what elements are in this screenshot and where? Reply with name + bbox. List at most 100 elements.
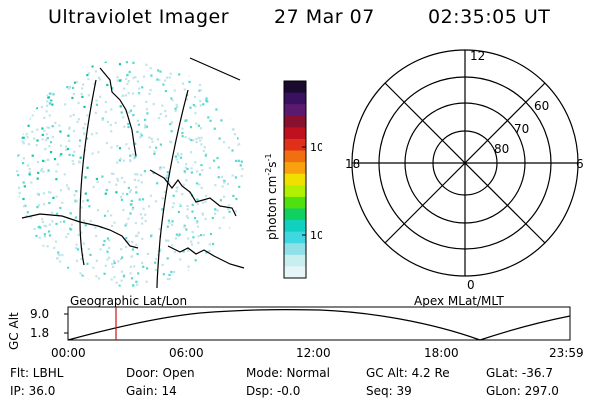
uv-speckle — [40, 168, 44, 171]
altitude-ylabel: GC Alt — [7, 312, 21, 350]
uv-speckle — [48, 126, 51, 129]
uv-speckle — [113, 261, 116, 264]
uv-speckle — [69, 212, 72, 215]
uv-speckle — [161, 208, 164, 211]
uv-speckle — [121, 256, 124, 259]
uv-speckle — [161, 263, 164, 266]
uv-speckle — [129, 109, 132, 112]
uv-speckle — [48, 92, 51, 95]
uv-speckle — [162, 83, 165, 86]
uv-speckle — [103, 240, 106, 243]
uv-speckle — [49, 100, 52, 104]
uv-speckle — [195, 221, 198, 224]
uv-speckle — [108, 239, 111, 242]
uv-speckle — [171, 99, 174, 102]
uv-speckle — [21, 280, 24, 283]
uv-speckle — [106, 83, 109, 87]
uv-speckle — [177, 154, 180, 157]
uv-speckle — [31, 154, 34, 157]
uv-speckle — [199, 71, 202, 75]
uv-speckle — [31, 114, 34, 117]
uv-speckle — [37, 278, 40, 281]
uv-speckle — [226, 99, 229, 102]
coastline-south — [21, 213, 139, 249]
uv-speckle — [165, 177, 168, 180]
uv-speckle — [75, 80, 78, 83]
uv-speckle — [118, 63, 122, 66]
uv-speckle — [39, 226, 42, 229]
uv-speckle — [227, 182, 230, 186]
uv-speckle — [94, 226, 97, 229]
uv-speckle — [201, 72, 204, 75]
uv-speckle — [227, 70, 230, 73]
uv-speckle — [64, 103, 67, 106]
uv-speckle — [42, 244, 45, 247]
uv-speckle — [91, 65, 94, 68]
uv-speckle — [57, 275, 60, 278]
uv-speckle — [156, 138, 160, 141]
uv-speckle — [37, 171, 40, 174]
uv-speckle — [73, 194, 76, 197]
uv-speckle — [87, 94, 90, 97]
uv-speckle — [132, 286, 135, 287]
uv-speckle — [132, 76, 135, 80]
colorbar-frame — [283, 80, 307, 279]
uv-speckle — [19, 239, 22, 242]
uv-speckle — [157, 117, 161, 120]
uv-speckle — [99, 78, 102, 81]
uv-speckle — [127, 217, 130, 220]
uv-speckle — [97, 151, 100, 154]
uv-speckle — [131, 92, 134, 95]
uv-speckle — [243, 109, 244, 112]
uv-speckle — [111, 262, 114, 266]
uv-speckle — [89, 219, 92, 223]
uv-speckle — [29, 69, 32, 72]
uv-speckle — [209, 232, 213, 236]
uv-speckle — [68, 63, 71, 66]
uv-speckle — [45, 93, 48, 97]
uv-speckle — [175, 158, 178, 161]
uv-speckle — [115, 191, 118, 194]
uv-speckle — [181, 131, 184, 135]
uv-speckle — [48, 102, 51, 105]
uv-speckle — [120, 270, 123, 273]
uv-speckle — [87, 247, 90, 251]
uv-speckle — [66, 266, 70, 269]
uv-speckle — [101, 175, 104, 178]
uv-speckle — [146, 112, 149, 115]
uv-speckle — [48, 191, 51, 194]
uv-speckle — [25, 214, 28, 218]
uv-speckle — [148, 146, 151, 149]
uv-speckle — [67, 134, 70, 137]
uv-speckle — [103, 272, 106, 275]
uv-speckle — [235, 159, 238, 162]
uv-speckle — [30, 65, 33, 68]
uv-speckle — [50, 99, 53, 102]
uv-speckle — [131, 248, 134, 251]
uv-speckle — [208, 166, 211, 170]
mlat-label-80: 80 — [494, 142, 509, 156]
uv-speckle — [122, 116, 125, 119]
uv-speckle — [22, 197, 25, 201]
uv-speckle — [80, 92, 83, 96]
uv-speckle — [120, 198, 123, 201]
uv-speckle — [88, 205, 91, 208]
uv-speckle — [120, 111, 123, 114]
uv-speckle — [55, 222, 58, 225]
uv-speckle — [86, 137, 89, 140]
uv-speckle — [54, 121, 57, 124]
uv-speckle — [235, 197, 238, 201]
uv-speckle — [163, 190, 167, 193]
uv-speckle — [61, 201, 64, 204]
uv-speckle — [222, 216, 225, 219]
uv-speckle — [229, 252, 232, 256]
colorbar-band — [284, 92, 306, 105]
uv-speckle — [120, 257, 123, 261]
uv-speckle — [95, 259, 98, 262]
uv-speckle — [150, 233, 153, 236]
uv-speckle — [27, 273, 30, 276]
uv-speckle — [81, 274, 84, 277]
uv-speckle — [27, 143, 30, 146]
uv-speckle — [155, 146, 158, 149]
uv-speckle — [22, 181, 25, 184]
